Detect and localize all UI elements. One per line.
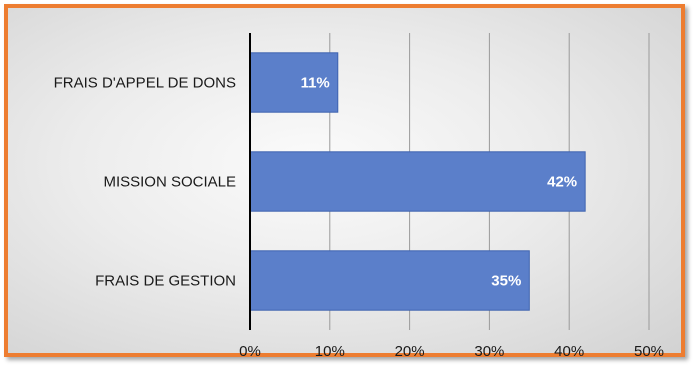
category-label: FRAIS D'APPEL DE DONS: [54, 75, 236, 92]
category-labels: FRAIS D'APPEL DE DONS MISSION SOCIALE FRAI…: [54, 75, 236, 290]
x-tick-label: 30%: [474, 343, 504, 360]
data-label: 11%: [301, 75, 330, 92]
x-tick-label: 40%: [554, 343, 584, 360]
data-label: 35%: [491, 273, 521, 290]
bar: [249, 250, 530, 311]
x-tick-label: 50%: [634, 343, 664, 360]
data-label: 42%: [547, 174, 577, 191]
x-tick-label: 10%: [315, 343, 345, 360]
category-label: FRAIS DE GESTION: [95, 273, 236, 290]
x-tick-label: 0%: [239, 343, 261, 360]
x-tick-labels: 0% 10% 20% 30% 40% 50%: [239, 343, 664, 360]
data-labels: 11% 42% 35%: [301, 75, 578, 290]
x-tick-label: 20%: [395, 343, 425, 360]
category-label: MISSION SOCIALE: [103, 174, 236, 191]
bar: [249, 151, 586, 212]
